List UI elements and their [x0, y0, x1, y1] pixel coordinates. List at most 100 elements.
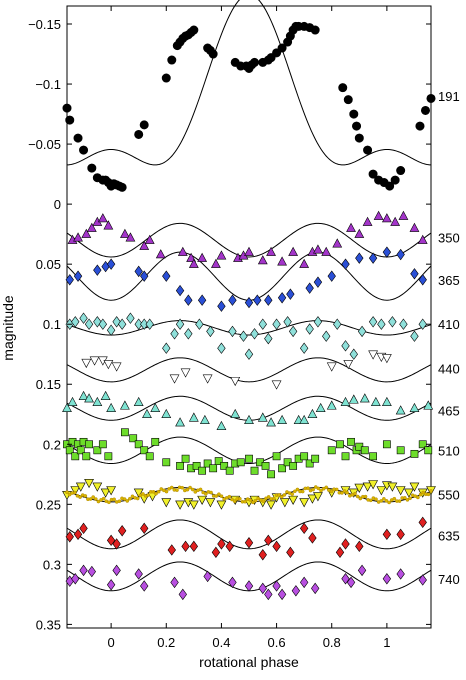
point-510 — [162, 458, 171, 467]
point-410 — [175, 318, 185, 330]
point-dense — [355, 494, 360, 499]
point-410 — [106, 324, 116, 336]
point-740 — [71, 573, 80, 585]
point-350 — [244, 246, 254, 256]
point-510 — [140, 446, 149, 455]
point-410 — [418, 318, 427, 330]
point-510 — [289, 461, 298, 470]
point-510 — [203, 459, 212, 468]
point-191 — [208, 49, 218, 59]
point-dense — [193, 490, 198, 494]
point-191 — [420, 105, 430, 115]
point-dense — [293, 489, 297, 494]
point-191 — [167, 55, 177, 65]
point-510 — [65, 446, 74, 455]
x-tick-label: 0.4 — [212, 635, 230, 650]
point-dense — [243, 499, 247, 504]
y-tick-label: 0 — [54, 197, 61, 212]
point-dense — [156, 489, 161, 494]
point-740 — [112, 564, 121, 577]
point-635 — [73, 528, 83, 541]
point-dense — [135, 496, 140, 501]
point-365 — [175, 284, 185, 297]
point-dense — [78, 495, 82, 499]
series-label-510: 510 — [438, 443, 460, 458]
point-dense — [175, 488, 179, 492]
point-635 — [181, 540, 190, 553]
point-350 — [354, 228, 365, 238]
point-dense — [290, 492, 295, 496]
point-550 — [197, 495, 208, 505]
point-510 — [424, 446, 433, 455]
point-191 — [390, 175, 400, 185]
point-dense — [83, 494, 88, 498]
point-510 — [272, 452, 281, 461]
point-465 — [244, 414, 254, 424]
point-410 — [217, 342, 226, 354]
point-510 — [104, 452, 113, 461]
point-465 — [120, 400, 130, 410]
point-dense — [429, 489, 433, 493]
point-365 — [382, 246, 392, 258]
series-label-465: 465 — [438, 404, 460, 419]
point-dense — [277, 493, 281, 497]
point-465 — [150, 402, 161, 412]
point-dense — [358, 496, 363, 501]
point-dense — [426, 492, 431, 497]
point-465 — [62, 402, 72, 412]
point-365 — [93, 264, 102, 276]
point-191 — [277, 43, 287, 53]
point-350 — [177, 246, 188, 256]
point-465 — [423, 400, 434, 410]
point-550 — [205, 498, 216, 508]
point-dense — [384, 499, 389, 503]
point-dense — [238, 496, 242, 501]
point-510 — [369, 452, 377, 461]
point-dense — [65, 490, 69, 494]
point-191 — [352, 121, 362, 131]
y-axis-label: magnitude — [0, 295, 16, 361]
point-410 — [134, 318, 143, 330]
point-410 — [117, 318, 127, 330]
point-740 — [170, 576, 179, 589]
point-365 — [264, 294, 273, 306]
point-dense — [190, 487, 195, 492]
point-740 — [134, 568, 143, 580]
point-410 — [184, 328, 193, 340]
point-635 — [308, 532, 317, 544]
data-points — [62, 21, 436, 601]
point-dense — [345, 490, 350, 495]
point-350 — [155, 249, 166, 259]
point-465 — [381, 396, 392, 406]
point-550 — [133, 488, 144, 498]
y-tick-label: 0.05 — [36, 257, 61, 272]
point-350 — [86, 222, 97, 232]
point-465 — [307, 408, 318, 418]
y-tick-label: 0.25 — [36, 497, 61, 512]
point-410 — [84, 318, 94, 330]
point-635 — [335, 546, 345, 559]
series-label-440: 440 — [438, 362, 460, 377]
y-tick-label: 0.3 — [43, 557, 61, 572]
point-550 — [354, 483, 365, 493]
point-510 — [311, 454, 320, 463]
point-350 — [216, 250, 227, 260]
point-350 — [81, 228, 92, 238]
point-191 — [134, 129, 144, 139]
point-510 — [176, 461, 184, 470]
x-tick-label: 0.8 — [323, 635, 341, 650]
point-dense — [107, 500, 111, 505]
point-350 — [186, 252, 196, 262]
point-dense — [91, 495, 95, 499]
point-410 — [388, 316, 397, 328]
point-740 — [418, 574, 427, 586]
point-dense — [342, 489, 347, 493]
point-510 — [220, 461, 229, 470]
series-label-350: 350 — [438, 231, 460, 246]
point-365 — [418, 274, 427, 286]
fit-curve-410 — [66, 320, 432, 336]
point-465 — [348, 394, 359, 404]
point-dense — [88, 497, 93, 501]
point-635 — [217, 538, 226, 550]
